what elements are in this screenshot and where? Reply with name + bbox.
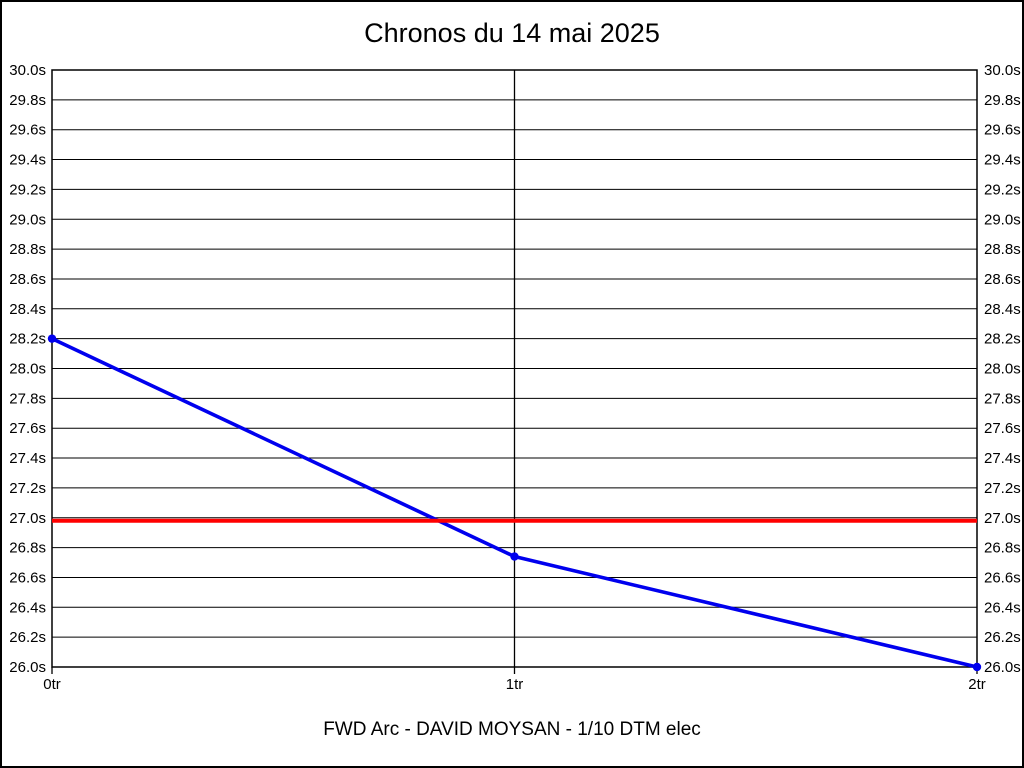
y-tick-label-left: 29.0s [9,211,46,228]
y-tick-label-right: 30.0s [984,62,1021,79]
y-tick-label-left: 27.0s [9,510,46,527]
y-tick-label-right: 27.0s [984,510,1021,527]
y-tick-label-left: 27.2s [9,480,46,497]
y-tick-label-right: 29.2s [984,181,1021,198]
y-tick-label-right: 27.8s [984,390,1021,407]
y-tick-label-left: 26.8s [9,540,46,557]
plot-border [51,69,978,668]
y-tick-label-right: 26.6s [984,569,1021,586]
y-tick-label-left: 28.8s [9,241,46,258]
y-tick-label-left: 28.4s [9,301,46,318]
y-tick-label-left: 29.6s [9,122,46,139]
y-tick-label-left: 29.4s [9,152,46,169]
y-tick-label-right: 27.2s [984,480,1021,497]
y-tick-label-left: 29.8s [9,92,46,109]
y-tick-label-left: 26.0s [9,659,46,676]
y-tick-label-right: 27.4s [984,450,1021,467]
y-tick-label-left: 26.4s [9,599,46,616]
y-tick-label-right: 27.6s [984,420,1021,437]
y-tick-label-right: 29.0s [984,211,1021,228]
data-point-marker [972,662,982,672]
y-tick-label-right: 29.8s [984,92,1021,109]
y-tick-label-right: 28.4s [984,301,1021,318]
y-tick-label-left: 27.4s [9,450,46,467]
chart-title: Chronos du 14 mai 2025 [364,18,660,48]
x-tick-label: 0tr [43,676,61,693]
y-tick-label-right: 28.2s [984,331,1021,348]
data-point-marker [510,552,519,561]
y-tick-label-left: 28.6s [9,271,46,288]
data-point-marker [47,334,57,343]
y-tick-label-left: 30.0s [9,62,46,79]
y-tick-label-left: 28.2s [9,331,46,348]
x-tick-label: 2tr [968,676,986,693]
y-tick-label-left: 26.6s [9,569,46,586]
y-tick-label-left: 28.0s [9,361,46,378]
y-tick-label-right: 28.6s [984,271,1021,288]
y-tick-label-right: 26.4s [984,599,1021,616]
y-tick-label-right: 29.6s [984,122,1021,139]
y-tick-label-right: 29.4s [984,152,1021,169]
x-tick-label: 1tr [506,676,524,693]
y-tick-label-left: 27.8s [9,390,46,407]
y-tick-label-right: 28.0s [984,361,1021,378]
y-tick-label-left: 27.6s [9,420,46,437]
y-tick-label-right: 26.2s [984,629,1021,646]
y-tick-label-left: 29.2s [9,181,46,198]
chart-caption: FWD Arc - DAVID MOYSAN - 1/10 DTM elec [323,719,701,740]
y-tick-label-left: 26.2s [9,629,46,646]
y-tick-label-right: 26.8s [984,540,1021,557]
y-tick-label-right: 26.0s [984,659,1021,676]
y-tick-label-right: 28.8s [984,241,1021,258]
